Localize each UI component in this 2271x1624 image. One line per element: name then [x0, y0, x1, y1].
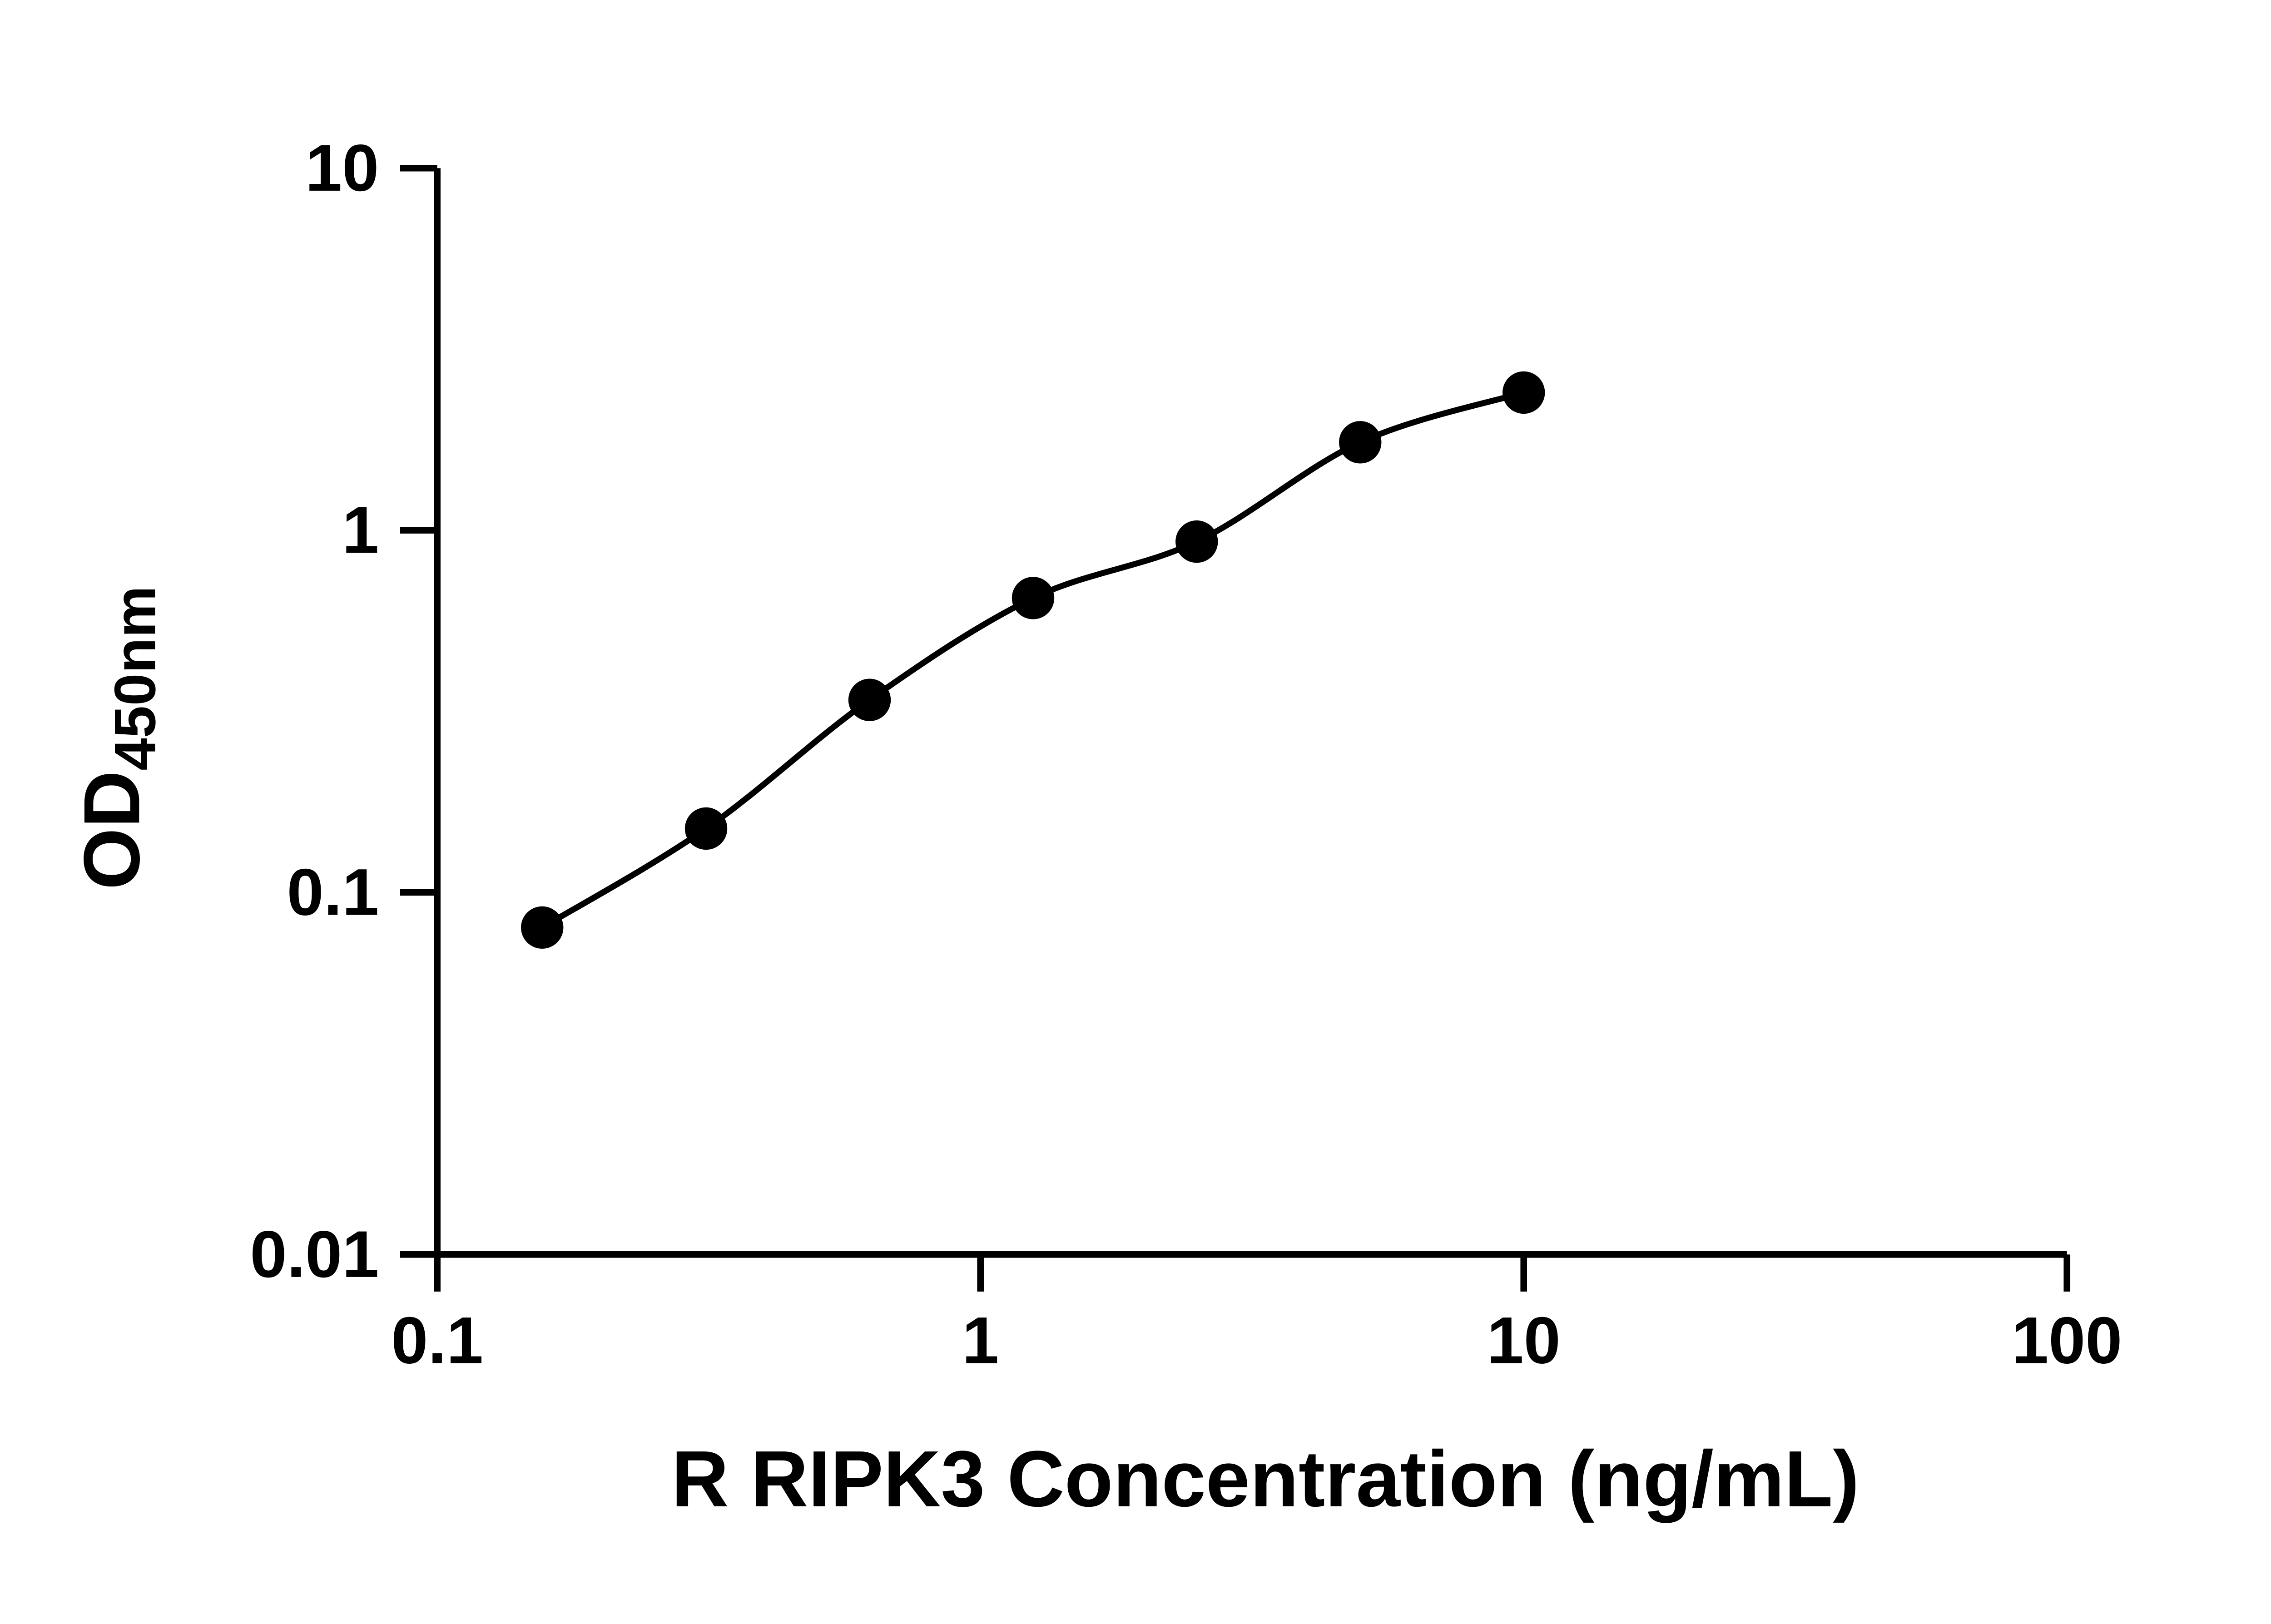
y-tick-label: 0.01: [250, 1217, 379, 1291]
x-tick-label: 1: [962, 1303, 999, 1377]
chart-background: [0, 22, 2271, 1602]
data-point: [1175, 520, 1218, 563]
x-axis-title: R RIPK3 Concentration (ng/mL): [671, 1435, 1859, 1524]
data-point: [684, 807, 728, 850]
data-point: [1339, 421, 1382, 464]
y-axis-title: OD450nm: [68, 586, 168, 890]
y-tick-label: 1: [342, 493, 379, 567]
x-tick-label: 100: [2012, 1303, 2122, 1377]
y-tick-label: 10: [305, 131, 379, 205]
x-tick-label: 10: [1487, 1303, 1561, 1377]
data-point: [521, 906, 564, 949]
x-tick-label: 0.1: [391, 1303, 483, 1377]
data-point: [848, 678, 891, 721]
data-point: [1012, 577, 1055, 619]
y-tick-label: 0.1: [287, 855, 379, 929]
data-point: [1502, 371, 1545, 414]
